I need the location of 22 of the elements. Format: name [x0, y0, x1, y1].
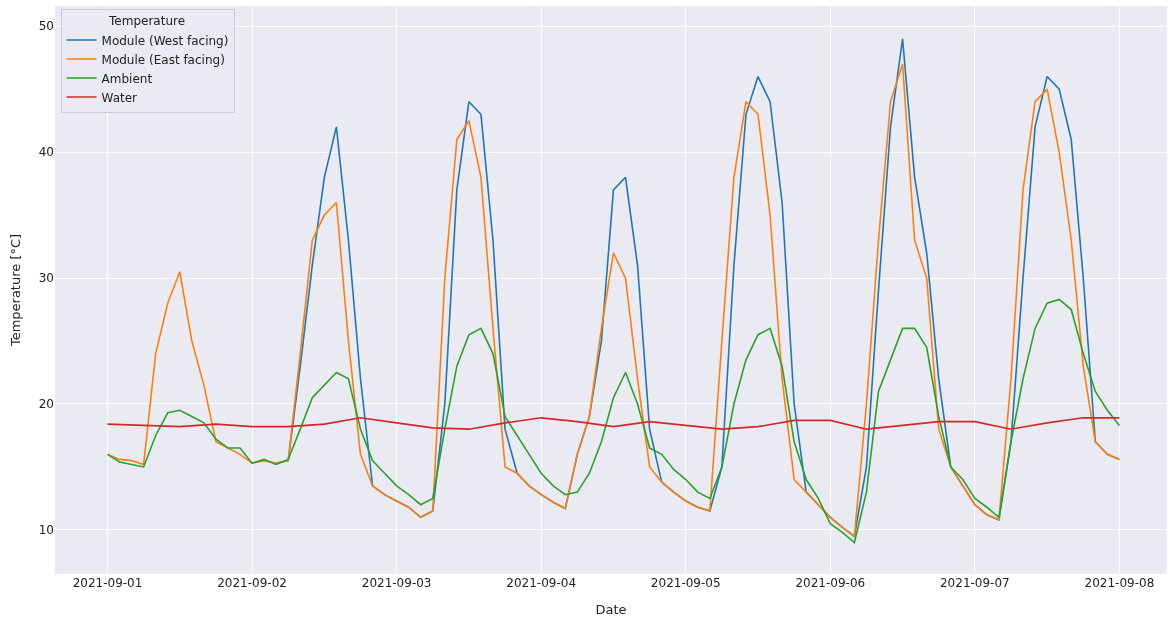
- legend-title: Temperature: [108, 14, 186, 29]
- y-tick-label: 10: [38, 523, 54, 538]
- legend-label: Water: [101, 90, 138, 105]
- x-tick-label: 2021-09-03: [361, 576, 432, 590]
- legend-label: Ambient: [101, 71, 153, 86]
- y-tick-label: 30: [38, 271, 54, 286]
- x-tick-label: 2021-09-08: [1084, 576, 1155, 590]
- y-axis-title: Temperature [°C]: [7, 233, 23, 348]
- y-tick-label: 20: [38, 397, 54, 412]
- legend-label: Module (West facing): [101, 33, 229, 48]
- x-tick-label: 2021-09-06: [795, 576, 866, 590]
- x-axis-title: Date: [595, 601, 627, 617]
- x-tick-label: 2021-09-05: [650, 576, 721, 590]
- line-series: [106, 298, 1121, 544]
- legend-label: Module (East facing): [101, 52, 225, 67]
- y-tick-label: 40: [38, 145, 54, 160]
- x-tick-label: 2021-09-02: [217, 576, 287, 590]
- x-tick-label: 2021-09-07: [939, 576, 1010, 590]
- line-series: [106, 417, 1121, 430]
- x-tick-label: 2021-09-01: [72, 576, 143, 590]
- y-tick-label: 50: [38, 19, 54, 34]
- x-tick-label: 2021-09-04: [506, 576, 577, 590]
